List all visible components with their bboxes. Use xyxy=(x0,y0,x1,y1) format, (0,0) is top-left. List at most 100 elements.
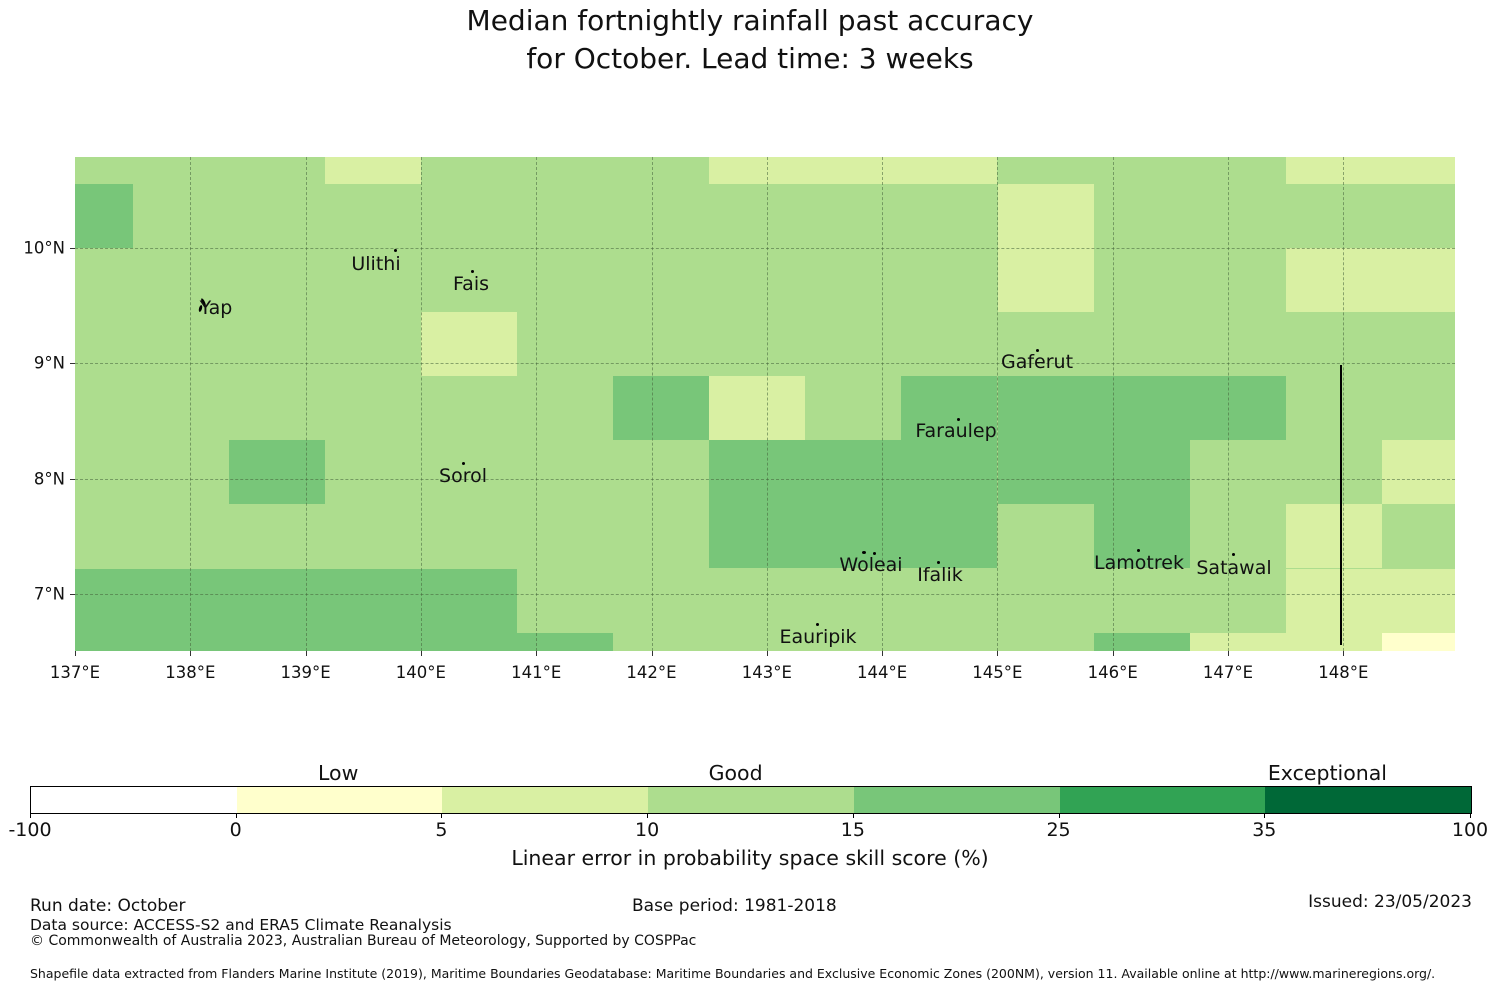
run-date-text: Run date: October xyxy=(30,896,186,916)
map-cell xyxy=(228,632,325,651)
x-axis-tick-label: 138°E xyxy=(165,663,216,682)
island-label: Satawal xyxy=(1196,557,1272,579)
latitude-gridline xyxy=(75,248,1455,250)
map-cell xyxy=(901,376,998,441)
map-cell xyxy=(709,440,806,505)
colorbar-caption: Linear error in probability space skill … xyxy=(511,846,989,870)
longitude-gridline xyxy=(651,157,653,651)
colorbar xyxy=(30,786,1472,814)
map-cell xyxy=(805,157,902,184)
island-dot xyxy=(471,270,474,273)
x-axis-tick-label: 142°E xyxy=(626,663,677,682)
x-axis-tick-label: 143°E xyxy=(741,663,792,682)
x-axis-tick xyxy=(1112,651,1114,656)
base-period-text: Base period: 1981-2018 xyxy=(632,896,837,916)
x-axis-tick-label: 146°E xyxy=(1087,663,1138,682)
colorbar-tick xyxy=(30,813,31,818)
map-cell xyxy=(1381,568,1455,633)
island-dot xyxy=(1232,553,1235,556)
colorbar-tick xyxy=(647,813,649,818)
x-axis-tick xyxy=(1343,651,1345,656)
colorbar-segment xyxy=(853,787,1060,813)
y-axis-tick-label: 7°N xyxy=(33,584,65,604)
map-cell xyxy=(997,248,1094,313)
latitude-gridline xyxy=(75,594,1455,595)
colorbar-annotation: Low xyxy=(317,761,359,785)
map-cell xyxy=(1285,248,1382,313)
map-cell xyxy=(613,376,710,441)
x-axis-tick xyxy=(1228,651,1229,656)
colorbar-tick-label: -100 xyxy=(8,819,52,841)
y-axis-tick-label: 9°N xyxy=(33,353,65,373)
island-dot xyxy=(873,552,876,555)
island-label: Gaferut xyxy=(1000,351,1074,373)
latitude-gridline xyxy=(75,363,1455,365)
island-dot xyxy=(957,418,960,421)
longitude-gridline xyxy=(1228,157,1229,651)
map-cell xyxy=(1285,568,1382,633)
x-axis-tick xyxy=(75,651,76,656)
island-label: Fais xyxy=(452,273,490,295)
map-cell xyxy=(1381,248,1455,313)
map-cell xyxy=(1093,504,1190,569)
map-cell xyxy=(1189,376,1286,441)
island-label: Eauripik xyxy=(779,626,857,648)
longitude-gridline xyxy=(420,157,422,651)
skill-map: Yap Ulithi Fais Sorol Gaferut Faraulep Woleai I… xyxy=(75,157,1455,651)
colorbar-tick xyxy=(1264,813,1266,818)
x-axis-tick xyxy=(536,651,538,656)
colorbar-annotation: Exceptional xyxy=(1267,761,1388,785)
colorbar-segment xyxy=(442,787,649,813)
y-axis-tick xyxy=(70,248,75,250)
x-axis-tick xyxy=(305,651,307,656)
x-axis-tick-label: 139°E xyxy=(280,663,331,682)
colorbar-segment xyxy=(31,787,237,813)
island-label: Ifalik xyxy=(917,564,963,586)
data-source-text: Data source: ACCESS-S2 and ERA5 Climate … xyxy=(30,916,452,934)
latitude-gridline xyxy=(75,478,1455,480)
map-cell xyxy=(1189,632,1286,651)
x-axis-tick xyxy=(766,651,768,656)
map-cell xyxy=(1093,440,1190,505)
x-axis-tick xyxy=(420,651,422,656)
y-axis-tick-label: 10°N xyxy=(23,238,65,258)
colorbar-tick xyxy=(441,813,443,818)
island-dot xyxy=(816,623,819,626)
map-cell xyxy=(901,440,998,505)
chart-title: Median fortnightly rainfall past accurac… xyxy=(0,2,1500,78)
map-cell xyxy=(997,376,1094,441)
map-cell xyxy=(420,568,517,633)
x-axis-tick-label: 137°E xyxy=(49,663,101,682)
colorbar-segment xyxy=(648,787,854,813)
island-dot xyxy=(462,462,465,465)
island-label: Yap xyxy=(199,297,233,319)
colorbar-tick-label: 10 xyxy=(635,819,660,841)
x-axis-tick xyxy=(997,651,999,656)
island-label: Faraulep xyxy=(915,420,997,442)
island-label: Sorol xyxy=(439,465,487,487)
island-label: Ulithi xyxy=(351,253,401,275)
y-axis-tick xyxy=(70,594,75,595)
chart-title-line1: Median fortnightly rainfall past accurac… xyxy=(466,4,1034,37)
issued-date-text: Issued: 23/05/2023 xyxy=(1308,892,1472,912)
island-dot xyxy=(937,561,940,564)
shapefile-note-text: Shapefile data extracted from Flanders M… xyxy=(30,966,1436,981)
colorbar-tick-label: 5 xyxy=(435,819,448,841)
map-cell xyxy=(75,632,133,651)
map-cell xyxy=(228,568,325,633)
map-cell xyxy=(75,568,133,633)
x-axis-tick-label: 145°E xyxy=(972,663,1023,682)
x-axis-tick-label: 141°E xyxy=(511,663,562,682)
map-cell xyxy=(997,184,1094,249)
colorbar-tick xyxy=(852,813,854,818)
colorbar-tick xyxy=(1470,813,1471,818)
island-label: Lamotrek xyxy=(1094,552,1184,574)
longitude-gridline xyxy=(997,157,999,651)
map-cell xyxy=(901,504,998,569)
map-cell xyxy=(709,376,806,441)
colorbar-tick-label: 25 xyxy=(1046,819,1071,841)
eez-boundary-line xyxy=(1340,365,1342,645)
map-cell xyxy=(1093,376,1190,441)
longitude-gridline xyxy=(1112,157,1114,651)
colorbar-annotation: Good xyxy=(708,761,763,785)
